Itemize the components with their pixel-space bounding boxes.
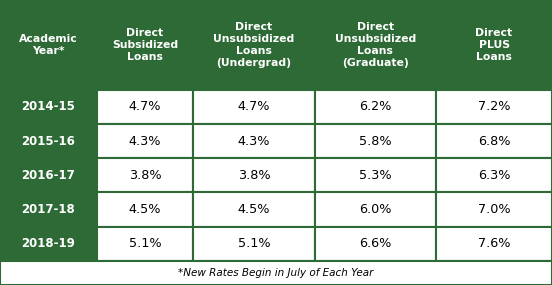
Text: 4.7%: 4.7% [238,100,270,113]
Bar [436,192,552,227]
Text: 5.1%: 5.1% [237,237,270,250]
Text: 5.8%: 5.8% [359,135,392,148]
Bar [436,227,552,261]
Text: 5.1%: 5.1% [129,237,161,250]
Bar [97,192,193,227]
Bar [97,0,193,90]
Bar [0,261,552,285]
Bar [0,192,97,227]
Text: 2014-15: 2014-15 [22,100,75,113]
Bar [315,0,436,90]
Bar [97,90,193,124]
Text: 2016-17: 2016-17 [22,169,75,182]
Text: Direct
Unsubsidized
Loans
(Graduate): Direct Unsubsidized Loans (Graduate) [335,22,416,68]
Bar [0,90,97,124]
Bar [97,227,193,261]
Text: Direct
Unsubsidized
Loans
(Undergrad): Direct Unsubsidized Loans (Undergrad) [213,22,295,68]
Bar [97,124,193,158]
Bar [0,124,97,158]
Bar [436,0,552,90]
Bar [0,0,97,90]
Bar [315,124,436,158]
Bar [315,158,436,192]
Text: Direct
Subsidized
Loans: Direct Subsidized Loans [112,28,178,62]
Text: 2018-19: 2018-19 [22,237,75,250]
Text: 6.6%: 6.6% [359,237,391,250]
Bar [436,90,552,124]
Bar [315,227,436,261]
Bar [436,158,552,192]
Bar [193,0,315,90]
Text: *New Rates Begin in July of Each Year: *New Rates Begin in July of Each Year [178,268,374,278]
Text: 7.6%: 7.6% [478,237,510,250]
Text: 2015-16: 2015-16 [22,135,75,148]
Text: 7.2%: 7.2% [478,100,510,113]
Text: Direct
PLUS
Loans: Direct PLUS Loans [475,28,513,62]
Text: Academic
Year*: Academic Year* [19,34,78,56]
Text: 6.8%: 6.8% [478,135,510,148]
Bar [436,124,552,158]
Text: 6.0%: 6.0% [359,203,391,216]
Text: 3.8%: 3.8% [237,169,270,182]
Text: 6.3%: 6.3% [478,169,510,182]
Bar [193,124,315,158]
Text: 4.3%: 4.3% [129,135,161,148]
Text: 4.5%: 4.5% [129,203,161,216]
Bar [315,90,436,124]
Bar [193,90,315,124]
Bar [193,227,315,261]
Text: 4.3%: 4.3% [238,135,270,148]
Bar [0,227,97,261]
Text: 6.2%: 6.2% [359,100,391,113]
Text: 2017-18: 2017-18 [22,203,75,216]
Text: 4.5%: 4.5% [238,203,270,216]
Text: 4.7%: 4.7% [129,100,161,113]
Bar [193,158,315,192]
Bar [315,192,436,227]
Text: 7.0%: 7.0% [477,203,511,216]
Bar [193,192,315,227]
Text: 3.8%: 3.8% [129,169,161,182]
Bar [97,158,193,192]
Bar [0,158,97,192]
Text: 5.3%: 5.3% [359,169,392,182]
